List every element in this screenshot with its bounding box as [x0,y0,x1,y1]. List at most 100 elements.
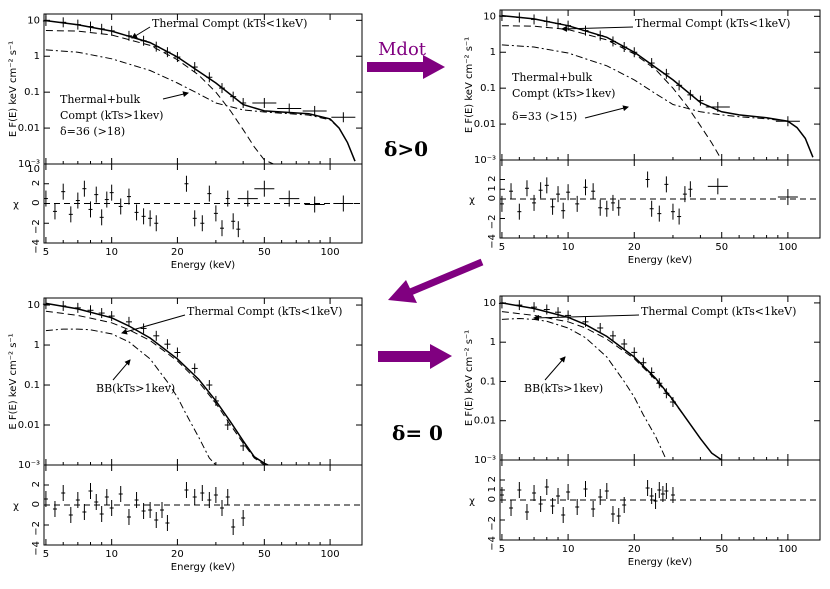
label-delta-value: δ=33 (>15) [512,110,577,123]
resid-tick-label: 2 [31,180,42,186]
data-point [42,299,49,310]
data-point [676,80,683,91]
x-tick-label: 5 [43,247,49,258]
residual-point [109,500,114,516]
residual-point [653,493,658,509]
data-point [648,58,655,69]
x-axis-label: Energy (keV) [171,260,236,271]
data-point [240,440,247,451]
data-point [74,302,81,313]
residual-point [75,492,80,508]
data-point [597,322,604,333]
x-tick-label: 5 [499,242,505,253]
data-point [252,97,277,108]
x-tick-label: 20 [628,544,641,555]
data-point [498,11,505,22]
residual-point [241,510,246,526]
data-point [656,378,663,389]
residual-point [544,177,549,194]
residual-point [670,487,675,503]
model-curve-dashdot [45,328,217,466]
residual-point [207,492,212,508]
label-thermal-bulk: Thermal+bulk [512,71,593,84]
data-point [174,347,181,358]
residual-point [231,213,236,230]
resid-tick-label: −4 [31,239,42,254]
residual-point [777,189,798,206]
x-tick-label: 10 [105,549,118,560]
x-tick-label: 10 [562,242,575,253]
data-point [125,316,132,327]
residual-point [192,210,197,227]
data-point [174,52,181,63]
resid-tick-label: 2 [487,476,498,482]
residual-point [200,485,205,501]
data-point [153,41,160,52]
resid-tick-label: −4 [487,536,498,551]
data-point [663,68,670,79]
data-point [153,330,160,341]
x-tick-label: 50 [258,247,271,258]
residual-point [165,515,170,531]
residual-point [61,485,66,501]
y-tick-label: 0.01 [18,123,40,134]
residual-point [126,188,131,205]
residual-point [154,215,159,232]
resid-tick-label: 0 [487,195,498,201]
arrow-thermal-compt [561,25,634,32]
residual-point [82,504,87,520]
x-tick-label: 100 [321,549,340,560]
x-axis-label: Energy (keV) [171,562,236,573]
data-point [621,338,628,349]
residual-point [575,499,580,515]
y-tick-label: 10 [27,15,40,26]
residual-point [591,183,596,200]
data-point [240,97,247,108]
y-tick-label: 1 [490,47,496,58]
residual-point [524,504,529,520]
residual-point [670,203,675,220]
x-tick-label: 100 [778,544,797,555]
x-tick-label: 50 [715,544,728,555]
resid-tick-label: −2 [31,219,42,234]
resid-tick-label: 1 [487,486,498,492]
residual-point [556,186,561,203]
data-point [705,101,730,112]
data-point [669,396,676,407]
data-point [60,17,67,28]
residual-point [561,202,566,219]
data-point [206,380,213,391]
x-tick-label: 5 [43,549,49,560]
residual-point [499,487,504,503]
data-point [108,25,115,36]
residual-point [52,501,57,517]
residual-point [532,485,537,501]
residual-point [104,489,109,505]
data-point [206,72,213,83]
y-tick-label: 10⁻³ [474,455,496,466]
residual-point [94,186,99,203]
residual-point [231,519,236,535]
data-point [191,363,198,374]
y-tick-label: 0.01 [474,119,496,130]
data-point [277,103,302,114]
residual-point [517,482,522,498]
residual-point [645,480,650,496]
residual-point [517,203,522,220]
data-point [582,25,589,36]
data-point [555,18,562,29]
label-thermal-compt: Thermal Compt (kTs<1keV) [187,305,342,318]
arrow-mdot-top [367,55,445,79]
residual-point [148,502,153,518]
data-point [87,21,94,32]
model-curve-dashdot [501,44,814,158]
data-point [621,41,628,52]
data-point [125,30,132,41]
x-tick-label: 20 [171,549,184,560]
residual-point [556,488,561,504]
data-point [555,307,562,318]
